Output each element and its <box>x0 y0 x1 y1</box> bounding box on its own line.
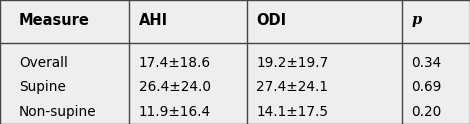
Text: 0.34: 0.34 <box>411 56 441 70</box>
Text: p: p <box>411 14 422 27</box>
Text: 17.4±18.6: 17.4±18.6 <box>139 56 211 70</box>
Text: 11.9±16.4: 11.9±16.4 <box>139 105 211 119</box>
Text: 0.20: 0.20 <box>411 105 441 119</box>
Text: 14.1±17.5: 14.1±17.5 <box>256 105 328 119</box>
Text: Supine: Supine <box>19 80 66 94</box>
Text: 19.2±19.7: 19.2±19.7 <box>256 56 329 70</box>
Text: Overall: Overall <box>19 56 68 70</box>
Text: 0.69: 0.69 <box>411 80 442 94</box>
Text: Measure: Measure <box>19 13 90 28</box>
Text: AHI: AHI <box>139 13 168 28</box>
Text: 27.4±24.1: 27.4±24.1 <box>256 80 328 94</box>
Text: Non-supine: Non-supine <box>19 105 96 119</box>
Text: 26.4±24.0: 26.4±24.0 <box>139 80 211 94</box>
Text: ODI: ODI <box>256 13 286 28</box>
